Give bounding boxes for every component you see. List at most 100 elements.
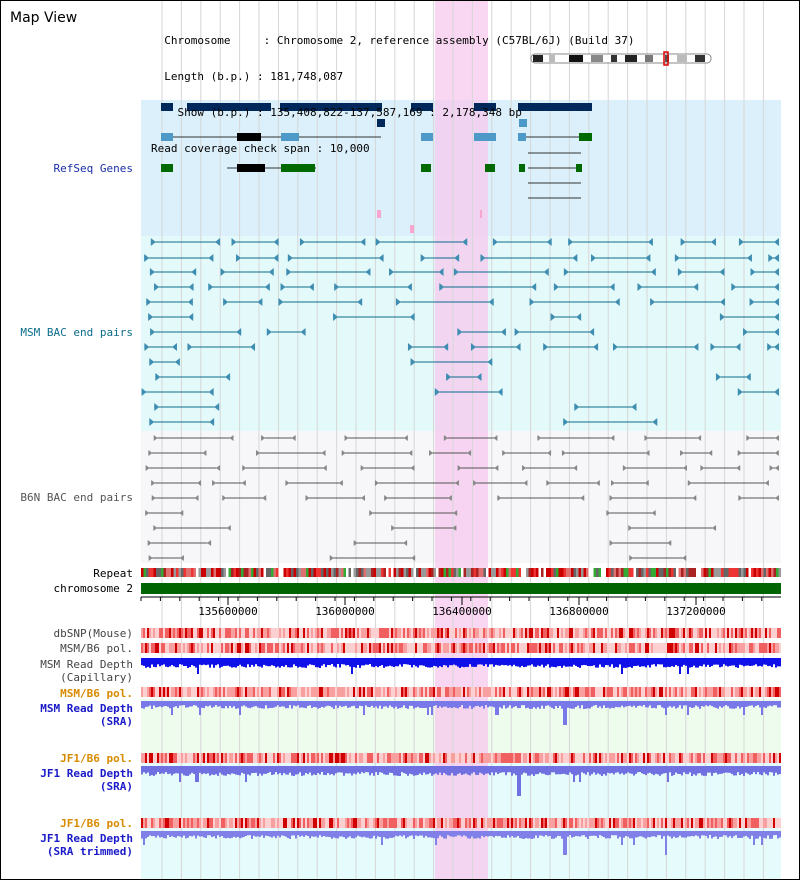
- bac-end-marker[interactable]: [712, 525, 717, 531]
- bac-end-marker[interactable]: [457, 465, 462, 471]
- b6n-bac-features[interactable]: [145, 435, 779, 561]
- bac-end-marker[interactable]: [286, 268, 292, 276]
- gene-exon[interactable]: [480, 210, 482, 218]
- bac-end-marker[interactable]: [410, 465, 415, 471]
- bac-end-marker[interactable]: [329, 555, 334, 561]
- bac-end-marker[interactable]: [561, 450, 566, 456]
- bac-end-marker[interactable]: [593, 343, 599, 351]
- gene-exon[interactable]: [377, 210, 381, 218]
- track-label-msm-pol-1[interactable]: MSM/B6 pol.: [60, 642, 133, 655]
- bac-end-marker[interactable]: [595, 480, 600, 486]
- bac-end-marker[interactable]: [429, 450, 434, 456]
- bac-end-marker[interactable]: [403, 435, 408, 441]
- track-label-msm-pol-2[interactable]: MSM/B6 pol.: [60, 687, 133, 700]
- bac-end-marker[interactable]: [280, 283, 286, 291]
- bac-end-marker[interactable]: [322, 465, 327, 471]
- bac-end-marker[interactable]: [188, 283, 194, 291]
- bac-end-marker[interactable]: [537, 435, 542, 441]
- bac-end-marker[interactable]: [278, 298, 284, 306]
- bac-end-marker[interactable]: [187, 298, 193, 306]
- bac-end-marker[interactable]: [266, 328, 272, 336]
- bac-end-marker[interactable]: [411, 555, 416, 561]
- bac-end-marker[interactable]: [149, 268, 155, 276]
- bac-end-marker[interactable]: [223, 298, 229, 306]
- bac-end-marker[interactable]: [378, 254, 384, 262]
- bac-end-marker[interactable]: [667, 540, 672, 546]
- bac-end-marker[interactable]: [731, 283, 737, 291]
- bac-end-marker[interactable]: [264, 283, 270, 291]
- gene-exon[interactable]: [280, 103, 382, 111]
- bac-end-marker[interactable]: [229, 435, 234, 441]
- selected-region-highlight[interactable]: [435, 1, 488, 879]
- bac-end-marker[interactable]: [774, 254, 779, 262]
- bac-end-marker[interactable]: [574, 403, 580, 411]
- bac-end-marker[interactable]: [334, 283, 340, 291]
- bac-end-marker[interactable]: [563, 418, 569, 426]
- bac-end-marker[interactable]: [568, 238, 574, 246]
- bac-end-marker[interactable]: [446, 373, 452, 381]
- bac-end-marker[interactable]: [452, 525, 457, 531]
- bac-end-marker[interactable]: [410, 358, 416, 366]
- bac-end-marker[interactable]: [300, 328, 306, 336]
- bac-end-marker[interactable]: [225, 373, 231, 381]
- bac-end-marker[interactable]: [457, 328, 463, 336]
- bac-end-marker[interactable]: [609, 495, 614, 501]
- bac-end-marker[interactable]: [443, 343, 449, 351]
- bac-end-marker[interactable]: [144, 254, 150, 262]
- bac-end-marker[interactable]: [144, 343, 150, 351]
- bac-end-marker[interactable]: [697, 435, 702, 441]
- bac-end-marker[interactable]: [148, 313, 154, 321]
- bac-end-marker[interactable]: [572, 254, 578, 262]
- bac-end-marker[interactable]: [153, 435, 158, 441]
- gene-exon[interactable]: [237, 164, 265, 172]
- bac-end-marker[interactable]: [652, 418, 658, 426]
- track-label-msm-depth-sra[interactable]: MSM Read Depth (SRA): [40, 702, 133, 728]
- bac-end-marker[interactable]: [774, 313, 779, 321]
- bac-end-marker[interactable]: [215, 238, 221, 246]
- bac-end-marker[interactable]: [774, 343, 779, 351]
- bac-end-marker[interactable]: [338, 480, 343, 486]
- bac-end-marker[interactable]: [447, 495, 452, 501]
- bac-end-marker[interactable]: [547, 450, 552, 456]
- bac-end-marker[interactable]: [395, 298, 401, 306]
- track-label-jf1-depth-trimmed[interactable]: JF1 Read Depth (SRA trimmed): [40, 832, 133, 858]
- bac-end-marker[interactable]: [693, 283, 699, 291]
- bac-end-marker[interactable]: [682, 555, 687, 561]
- track-label-b6n-bac[interactable]: B6N BAC end pairs: [20, 491, 133, 504]
- bac-end-marker[interactable]: [708, 450, 713, 456]
- bac-end-marker[interactable]: [155, 373, 161, 381]
- bac-end-marker[interactable]: [208, 254, 214, 262]
- bac-end-marker[interactable]: [476, 373, 482, 381]
- bac-end-marker[interactable]: [216, 465, 221, 471]
- bac-end-marker[interactable]: [147, 540, 152, 546]
- bac-end-marker[interactable]: [719, 298, 725, 306]
- bac-end-marker[interactable]: [774, 388, 779, 396]
- bac-end-marker[interactable]: [208, 283, 214, 291]
- bac-end-marker[interactable]: [531, 283, 537, 291]
- bac-end-marker[interactable]: [746, 254, 752, 262]
- bac-end-marker[interactable]: [257, 298, 263, 306]
- bac-end-marker[interactable]: [606, 510, 611, 516]
- bac-end-marker[interactable]: [375, 238, 381, 246]
- bac-end-marker[interactable]: [546, 238, 552, 246]
- bac-end-marker[interactable]: [610, 435, 615, 441]
- msm-bac-features[interactable]: [141, 238, 779, 426]
- bac-end-marker[interactable]: [589, 328, 595, 336]
- bac-end-marker[interactable]: [645, 254, 651, 262]
- bac-end-marker[interactable]: [148, 450, 153, 456]
- gene-exon[interactable]: [377, 119, 385, 127]
- gene-exon[interactable]: [579, 133, 592, 141]
- bac-end-marker[interactable]: [710, 238, 716, 246]
- bac-end-marker[interactable]: [153, 525, 158, 531]
- bac-end-marker[interactable]: [591, 254, 597, 262]
- bac-end-marker[interactable]: [514, 328, 520, 336]
- bac-end-marker[interactable]: [454, 254, 460, 262]
- bac-end-marker[interactable]: [360, 238, 366, 246]
- bac-end-marker[interactable]: [236, 328, 242, 336]
- bac-end-marker[interactable]: [384, 495, 389, 501]
- bac-end-marker[interactable]: [737, 388, 743, 396]
- bac-end-marker[interactable]: [273, 254, 279, 262]
- bac-end-marker[interactable]: [480, 254, 486, 262]
- bac-end-marker[interactable]: [693, 343, 699, 351]
- gene-exon[interactable]: [281, 133, 299, 141]
